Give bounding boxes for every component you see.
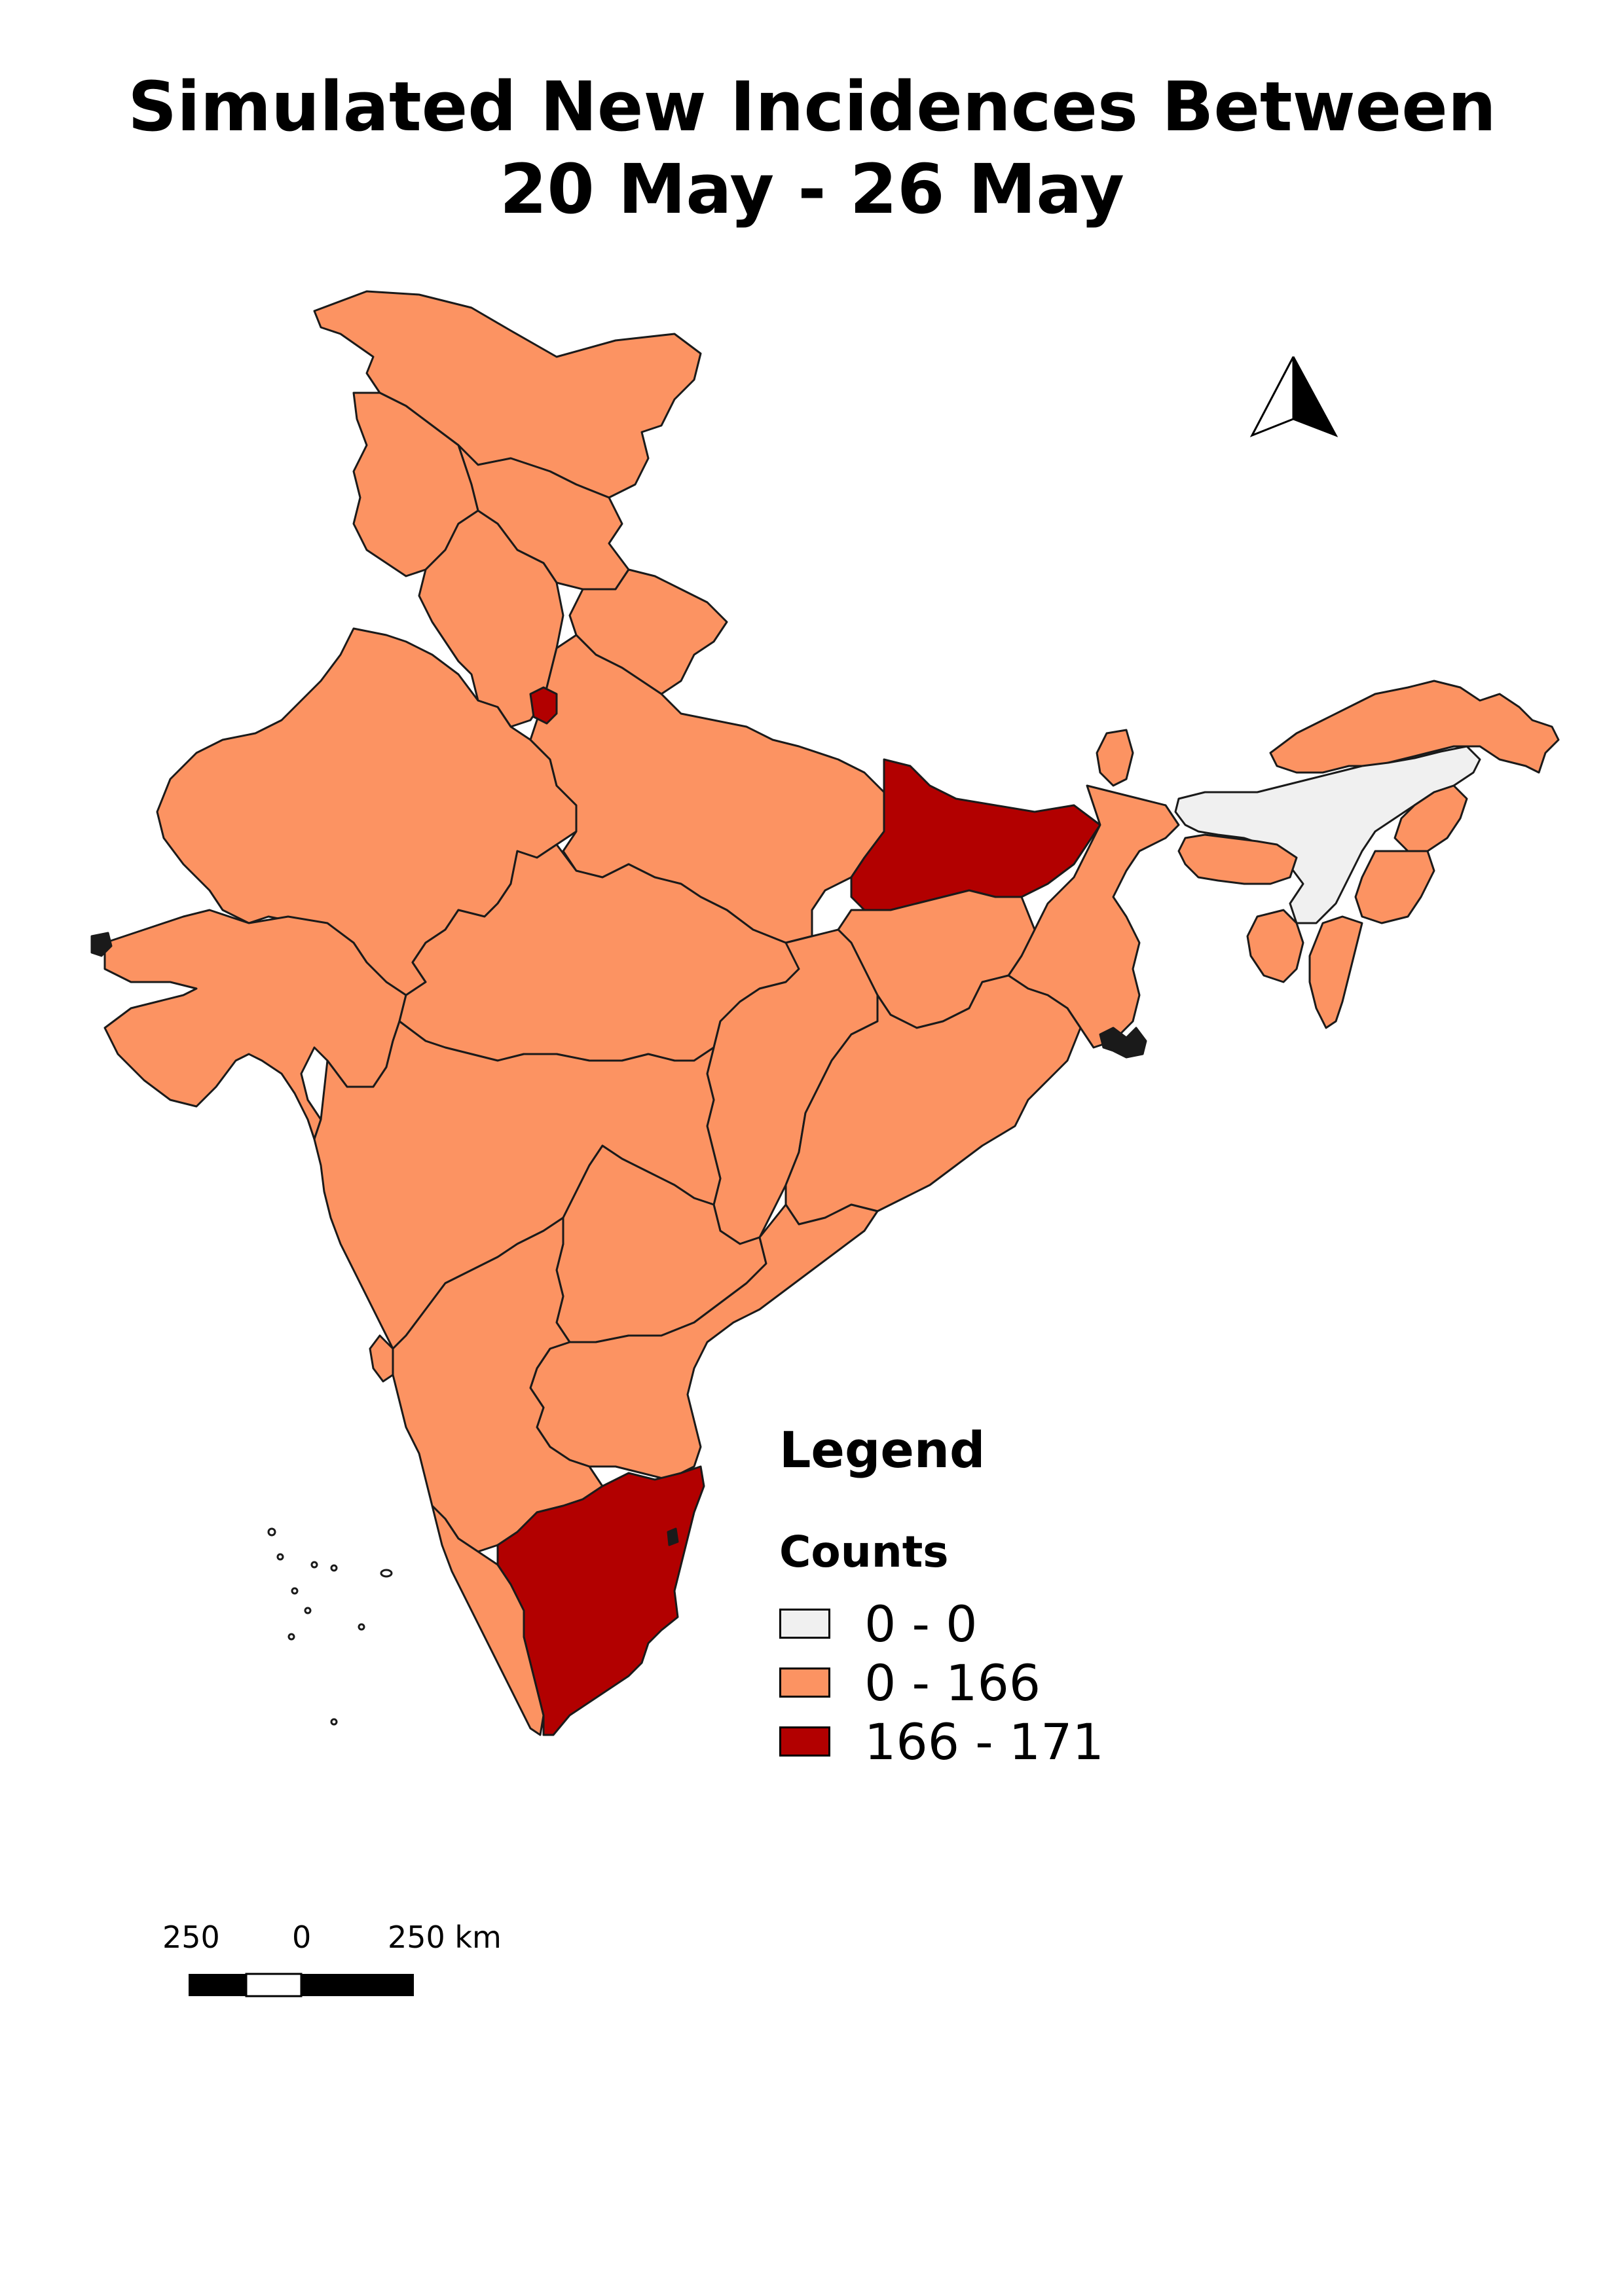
- scale-bar: [189, 1973, 414, 1997]
- island: [304, 1607, 312, 1614]
- lakshadweep-islands: [267, 1527, 393, 1726]
- region-uttar-pradesh[interactable]: [529, 634, 885, 944]
- legend-label: 166 - 171: [864, 1712, 1104, 1771]
- region-mizoram[interactable]: [1308, 915, 1363, 1029]
- region-andhra-pradesh[interactable]: [529, 1203, 879, 1481]
- region-meghalaya[interactable]: [1177, 833, 1298, 885]
- legend-heading: Legend: [779, 1421, 986, 1479]
- legend-label: 0 - 166: [864, 1653, 1041, 1712]
- island: [310, 1561, 318, 1569]
- region-west-bengal[interactable]: [1007, 784, 1180, 1049]
- region-nagaland[interactable]: [1393, 784, 1468, 852]
- legend-swatch-light: [779, 1609, 830, 1639]
- legend-item-0-0: 0 - 0: [779, 1594, 978, 1653]
- region-tamil-nadu[interactable]: [496, 1465, 705, 1736]
- scale-bar-segment: [301, 1974, 414, 1996]
- region-sikkim[interactable]: [1096, 729, 1134, 787]
- region-delhi[interactable]: [529, 686, 558, 725]
- legend-swatch-red: [779, 1726, 830, 1757]
- island: [267, 1527, 276, 1537]
- legend-item-166-171: 166 - 171: [779, 1712, 1104, 1771]
- region-sundarbans-coast: [1099, 1027, 1147, 1059]
- region-kutch-coast: [90, 932, 113, 957]
- region-tripura[interactable]: [1246, 909, 1304, 983]
- region-odisha[interactable]: [784, 974, 1082, 1226]
- scale-bar-left-label: 250: [162, 1920, 220, 1955]
- map-title-line-2: 20 May - 26 May: [500, 149, 1124, 229]
- region-goa[interactable]: [369, 1334, 394, 1383]
- map-title: Simulated New Incidences Between 20 May …: [0, 65, 1624, 230]
- scale-bar-right-label: 250 km: [388, 1920, 502, 1955]
- scale-bar-segment: [245, 1973, 303, 1997]
- region-manipur[interactable]: [1354, 850, 1435, 924]
- island: [330, 1718, 338, 1726]
- legend-item-0-166: 0 - 166: [779, 1653, 1041, 1712]
- island: [330, 1564, 338, 1572]
- island: [291, 1587, 299, 1595]
- legend-swatch-orange: [779, 1667, 830, 1698]
- map-title-line-1: Simulated New Incidences Between: [128, 67, 1496, 147]
- region-jammu-kashmir-ladakh[interactable]: [313, 290, 702, 499]
- scale-bar-mid-label: 0: [292, 1920, 312, 1955]
- island: [276, 1553, 284, 1561]
- legend-label: 0 - 0: [864, 1594, 978, 1653]
- scale-bar-segment: [189, 1974, 246, 1996]
- region-puducherry[interactable]: [667, 1527, 679, 1546]
- island: [358, 1623, 365, 1631]
- island: [287, 1633, 295, 1641]
- island: [380, 1569, 393, 1578]
- north-arrow-icon: [1249, 356, 1338, 437]
- legend-subheading: Counts: [779, 1527, 949, 1577]
